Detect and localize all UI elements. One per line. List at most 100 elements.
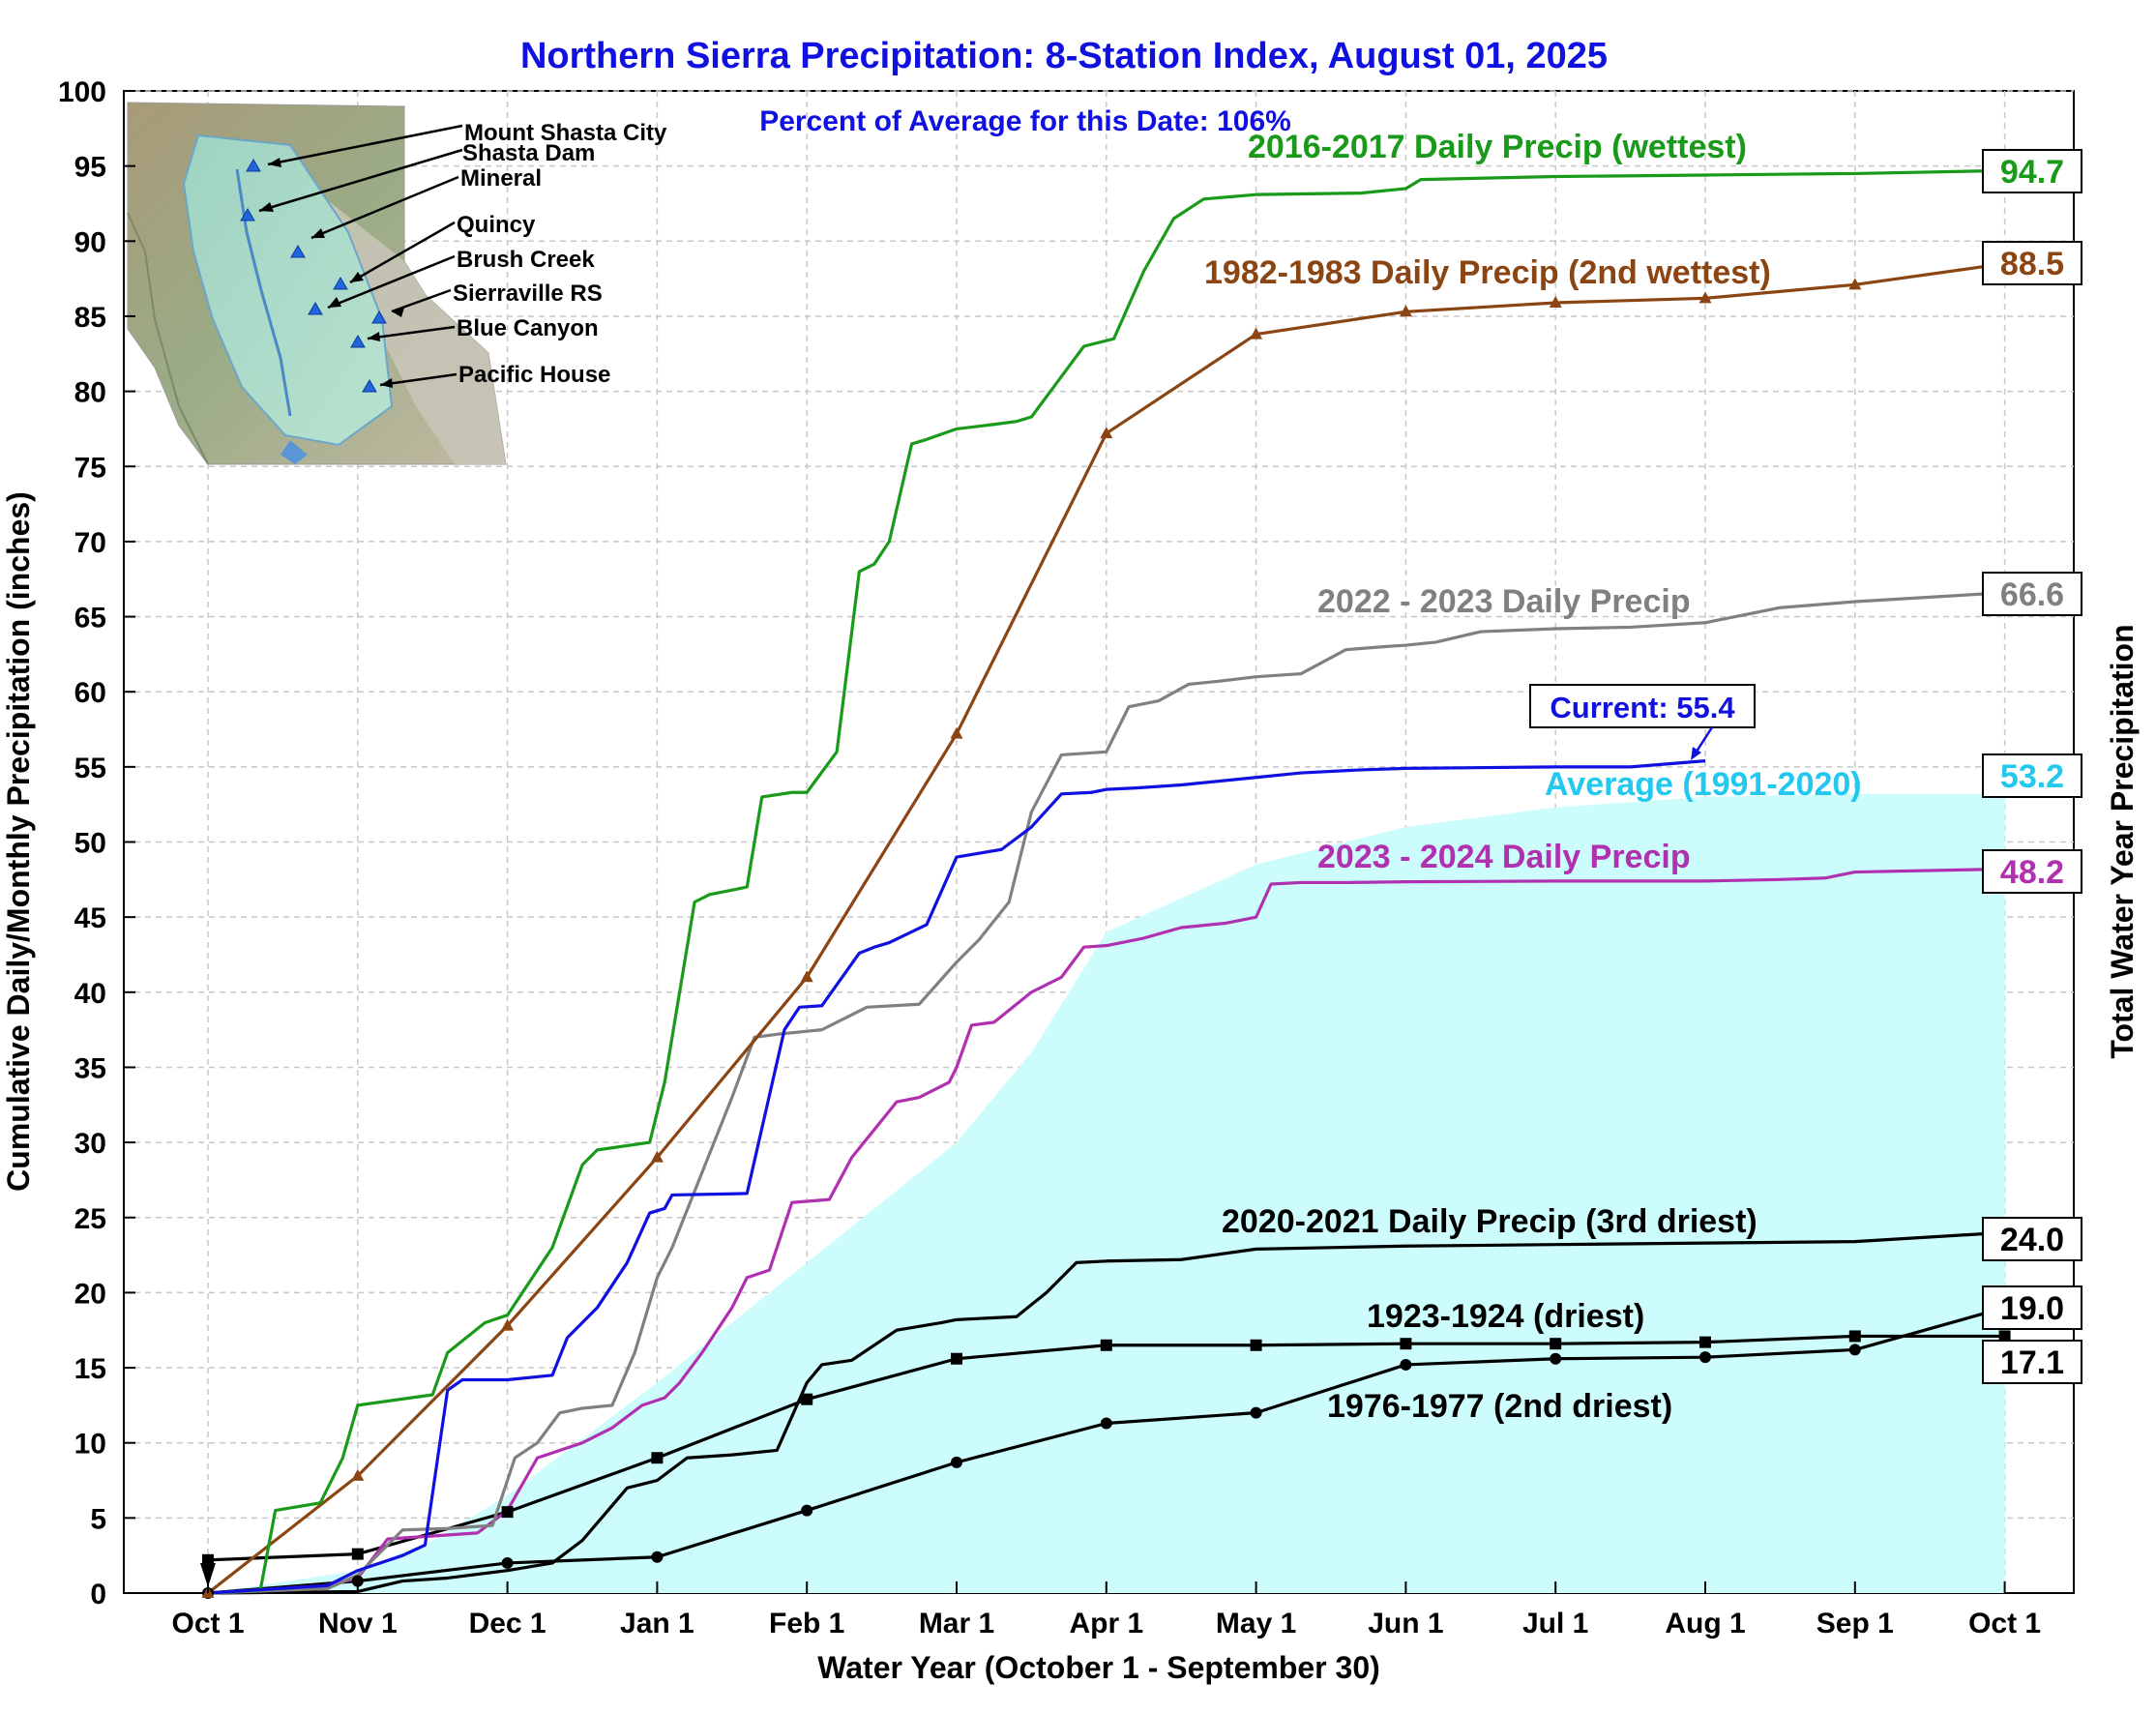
- data-point: [501, 1318, 515, 1331]
- inset-map-basin: [182, 133, 394, 447]
- current-callout-label: Current: 55.4: [1550, 691, 1735, 724]
- average-area: [208, 793, 2005, 1593]
- series-line-2022-2023-daily-precip: [207, 591, 2005, 1595]
- x-tick-label: Sep 1: [1816, 1608, 1894, 1639]
- data-point: [801, 1504, 813, 1517]
- data-point: [1848, 1330, 1861, 1343]
- x-tick-label: Oct 1: [1968, 1608, 2041, 1639]
- end-value-box: [1982, 241, 2082, 285]
- y-tick-label: 30: [74, 1128, 106, 1160]
- y-axis-label: Cumulative Daily/Monthly Precipitation (…: [1, 491, 36, 1192]
- end-value: 94.7: [2000, 154, 2064, 191]
- data-point: [1399, 305, 1412, 317]
- station-label: Blue Canyon: [457, 315, 599, 341]
- data-point: [1100, 1417, 1112, 1430]
- x-tick-label: Aug 1: [1665, 1608, 1745, 1639]
- inset-map-river: [235, 168, 292, 417]
- current-callout-arrowhead: [1691, 747, 1701, 760]
- end-value-box: [1982, 149, 2082, 193]
- series-line-current: [207, 759, 1706, 1595]
- y-tick-label: 85: [74, 302, 106, 334]
- data-point: [951, 1352, 962, 1365]
- y-tick-label: 55: [74, 753, 106, 784]
- x-tick-label: Jul 1: [1522, 1608, 1588, 1639]
- y-tick-label: 80: [74, 377, 106, 409]
- x-tick-label: Feb 1: [769, 1608, 844, 1639]
- end-value: 88.5: [2000, 246, 2064, 282]
- series-line-2023-2024-daily-precip: [207, 867, 2005, 1595]
- data-point: [501, 1506, 514, 1519]
- y-tick-label: 15: [74, 1353, 106, 1385]
- series-label-1976-1977: 1976-1977 (2nd driest): [1327, 1388, 1672, 1425]
- data-point: [1549, 295, 1562, 308]
- end-value: 48.2: [2000, 854, 2064, 891]
- data-point: [1998, 1330, 2011, 1343]
- data-point: [351, 1468, 365, 1481]
- y-axis-label-right: Total Water Year Precipitation: [2105, 624, 2140, 1058]
- data-point: [1848, 1344, 1861, 1356]
- x-axis-label: Water Year (October 1 - September 30): [817, 1650, 1380, 1685]
- end-value: 24.0: [2000, 1222, 2064, 1258]
- series-label-2023-2024: 2023 - 2024 Daily Precip: [1317, 839, 1691, 875]
- y-tick-label: 65: [74, 603, 106, 635]
- station-leader-lines: [258, 124, 463, 387]
- data-point: [651, 1452, 664, 1464]
- data-point: [801, 1393, 813, 1405]
- end-value: 66.6: [2000, 576, 2064, 613]
- data-point: [1848, 278, 1862, 290]
- data-point: [650, 1150, 664, 1163]
- end-value-box: [1982, 849, 2082, 894]
- data-point: [1100, 427, 1113, 439]
- y-tick-label: 10: [74, 1429, 106, 1461]
- end-value-box: [1982, 572, 2082, 616]
- inset-map-delta: [281, 440, 308, 464]
- data-point: [1250, 1339, 1262, 1351]
- data-point: [501, 1556, 514, 1569]
- station-icon: [240, 159, 387, 393]
- inset-map: Mount Shasta City Shasta Dam Mineral Qui…: [127, 102, 667, 465]
- series-label-2020-2021: 2020-2021 Daily Precip (3rd driest): [1222, 1203, 1757, 1240]
- data-point: [950, 726, 963, 739]
- y-tick-label: 50: [74, 828, 106, 860]
- station-label: Pacific House: [458, 362, 610, 388]
- x-tick-label: May 1: [1216, 1608, 1296, 1639]
- y-tick-label: 0: [90, 1579, 106, 1610]
- series-label-2022-2023: 2022 - 2023 Daily Precip: [1317, 583, 1691, 620]
- x-tick-label: Nov 1: [318, 1608, 398, 1639]
- inset-map-coast: [127, 212, 209, 465]
- series-label-1982-1983: 1982-1983 Daily Precip (2nd wettest): [1204, 254, 1771, 291]
- end-value-box: [1982, 1217, 2082, 1261]
- x-tick-label: Oct 1: [171, 1608, 244, 1639]
- x-tick-label: Mar 1: [919, 1608, 994, 1639]
- data-point: [1550, 1338, 1562, 1350]
- x-tick-label: Dec 1: [469, 1608, 546, 1639]
- x-tick-label: Jun 1: [1368, 1608, 1443, 1639]
- x-tick-label: Apr 1: [1069, 1608, 1143, 1639]
- y-tick-label: 40: [74, 978, 106, 1010]
- data-point: [1699, 1336, 1711, 1348]
- current-callout-arrow: [1693, 726, 1714, 755]
- end-value: 17.1: [2000, 1344, 2064, 1381]
- data-point: [1400, 1358, 1412, 1371]
- series-label-average: Average (1991-2020): [1545, 766, 1862, 803]
- data-point: [351, 1575, 364, 1587]
- station-label: Mineral: [460, 165, 542, 192]
- data-point: [1550, 1352, 1562, 1365]
- data-point: [651, 1551, 664, 1563]
- series-label-2016-2017: 2016-2017 Daily Precip (wettest): [1248, 129, 1747, 165]
- end-value-boxes: 94.7 88.5 66.6 53.2 48.2 24.0 19.0 17.1: [1982, 149, 2082, 1384]
- y-tick-label: 95: [74, 152, 106, 184]
- data-point: [351, 1548, 364, 1560]
- end-value: 53.2: [2000, 758, 2064, 795]
- y-tick-label: 20: [74, 1278, 106, 1310]
- data-point: [202, 1553, 214, 1566]
- data-point: [1250, 1406, 1262, 1419]
- data-point: [951, 1456, 962, 1468]
- y-tick-label: 60: [74, 677, 106, 709]
- data-point: [1250, 327, 1263, 340]
- y-tick-label: 75: [74, 452, 106, 484]
- x-axis-ticks: Oct 1 Nov 1 Dec 1 Jan 1 Feb 1 Mar 1 Apr 1 May 1…: [171, 1581, 2041, 1639]
- current-callout-box: [1529, 684, 1756, 728]
- series-label-1923-1924: 1923-1924 (driest): [1367, 1298, 1644, 1335]
